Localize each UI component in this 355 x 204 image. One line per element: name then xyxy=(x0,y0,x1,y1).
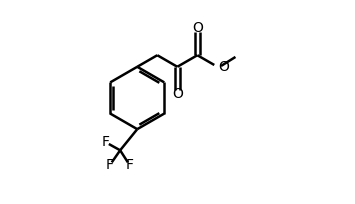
Text: F: F xyxy=(102,135,110,149)
Text: O: O xyxy=(218,60,229,74)
Text: F: F xyxy=(126,158,134,172)
Text: F: F xyxy=(106,158,114,172)
Text: O: O xyxy=(192,21,203,35)
Text: O: O xyxy=(172,87,183,101)
